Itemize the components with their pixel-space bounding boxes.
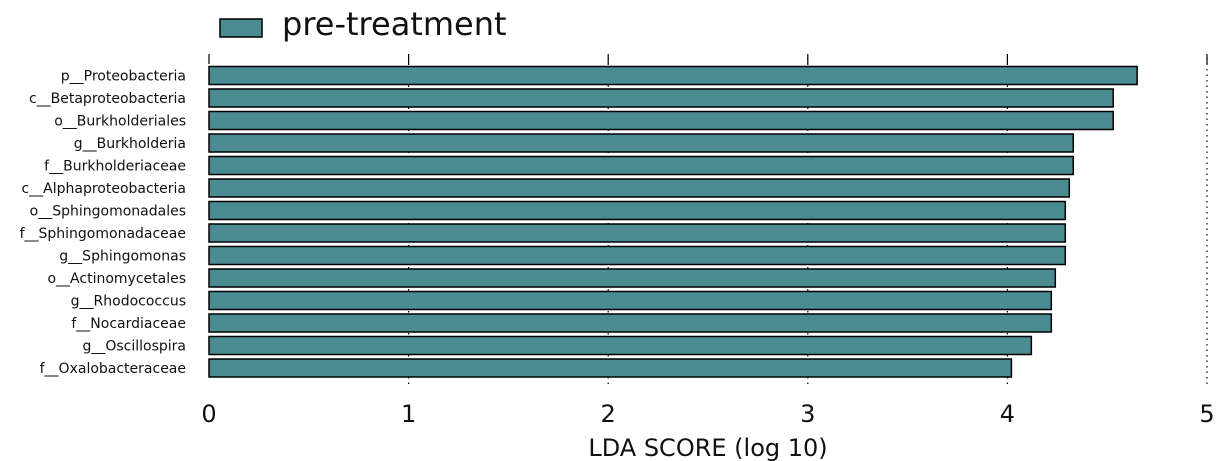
x-tick-label: 1 (401, 400, 416, 428)
category-label: g__Sphingomonas (59, 249, 186, 265)
bar (208, 110, 1114, 131)
x-tick-label: 2 (601, 400, 616, 428)
category-label: g__Rhodococcus (71, 294, 186, 310)
x-tick-label: 0 (201, 400, 216, 428)
bar (208, 223, 1067, 243)
bar (208, 313, 1053, 333)
category-label: o__Sphingomonadales (30, 204, 186, 220)
x-tick-label: 3 (800, 400, 815, 428)
x-tick-label: 4 (1000, 400, 1015, 428)
bar (208, 268, 1057, 288)
category-label: f__Burkholderiaceae (44, 159, 186, 175)
category-labels: p__Proteobacteria c__Betaproteobacteria o_… (20, 69, 186, 378)
category-label: c__Alphaproteobacteria (21, 181, 186, 197)
bar (208, 178, 1071, 198)
bars (208, 65, 1138, 378)
legend: pre-treatment (219, 5, 507, 43)
category-label: o__Burkholderiales (54, 114, 186, 130)
category-label: p__Proteobacteria (61, 69, 186, 85)
legend-swatch (219, 18, 263, 38)
category-label: f__Oxalobacteraceae (40, 361, 186, 377)
category-label: c__Betaproteobacteria (29, 91, 186, 107)
legend-label: pre-treatment (282, 5, 507, 43)
bar (208, 200, 1067, 221)
category-label: o__Actinomycetales (47, 271, 186, 287)
bar (208, 65, 1138, 86)
bar (208, 155, 1075, 176)
bar (208, 358, 1013, 378)
bar (208, 335, 1033, 356)
category-label: g__Oscillospira (82, 339, 186, 355)
x-tick-label: 5 (1199, 400, 1214, 428)
x-axis-title: LDA SCORE (log 10) (588, 434, 827, 461)
bar (208, 133, 1075, 153)
bar (208, 290, 1053, 311)
category-label: f__Nocardiaceae (71, 316, 186, 332)
grid-lines (208, 54, 1208, 385)
bar (208, 245, 1067, 266)
x-tick-labels: 0 1 2 3 4 5 (201, 400, 1214, 428)
category-label: g__Burkholderia (74, 136, 186, 152)
bar (208, 88, 1114, 108)
category-label: f__Sphingomonadaceae (20, 226, 186, 242)
